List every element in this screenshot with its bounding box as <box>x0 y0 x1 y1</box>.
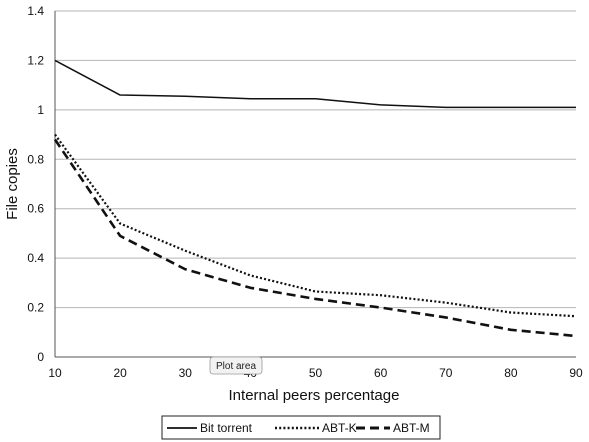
legend-items: Bit torrent ABT-K ABT-M <box>167 421 430 435</box>
y-tick-label: 0.6 <box>27 202 44 216</box>
tooltip-text: Plot area <box>216 361 256 372</box>
x-tick-label: 50 <box>309 366 323 380</box>
series-line-bit-torrent <box>54 59 576 109</box>
series-line-abt-m <box>53 138 577 338</box>
series-lines <box>53 59 577 338</box>
axes <box>54 11 576 358</box>
y-tick-label: 0.4 <box>27 251 44 265</box>
y-tick-label: 0.2 <box>27 301 44 315</box>
x-tick-label: 70 <box>439 366 453 380</box>
legend-label: ABT-M <box>393 421 430 435</box>
y-tick-label: 0 <box>37 350 44 364</box>
x-axis-title: Internal peers percentage <box>229 387 400 404</box>
y-axis-title: File copies <box>4 148 21 220</box>
x-tick-label: 20 <box>113 366 127 380</box>
y-tick-label: 1.4 <box>27 4 44 18</box>
legend: Bit torrent ABT-K ABT-M <box>161 415 441 440</box>
x-tick-label: 90 <box>569 366 583 380</box>
tooltip-box <box>209 356 263 375</box>
x-tick-label: 30 <box>179 366 193 380</box>
legend-item: ABT-K <box>275 421 357 435</box>
legend-item: Bit torrent <box>167 421 253 435</box>
legend-label: Bit torrent <box>200 421 253 435</box>
plot-area-tooltip: Plot area <box>209 356 263 375</box>
x-tick-label: 60 <box>374 366 388 380</box>
y-tick-labels: 0 0.2 0.4 0.6 0.8 1 1.2 1.4 <box>27 4 44 364</box>
x-tick-label: 10 <box>48 366 62 380</box>
y-tick-label: 0.8 <box>27 152 44 166</box>
y-tick-label: 1 <box>37 103 44 117</box>
y-tick-label: 1.2 <box>27 53 44 67</box>
grid-lines <box>55 10 576 309</box>
x-tick-labels: 102030405060708090 <box>48 366 583 380</box>
legend-label: ABT-K <box>322 421 357 435</box>
legend-item: ABT-M <box>356 421 430 435</box>
series-line-abt-k <box>54 133 577 318</box>
x-tick-label: 80 <box>504 366 518 380</box>
